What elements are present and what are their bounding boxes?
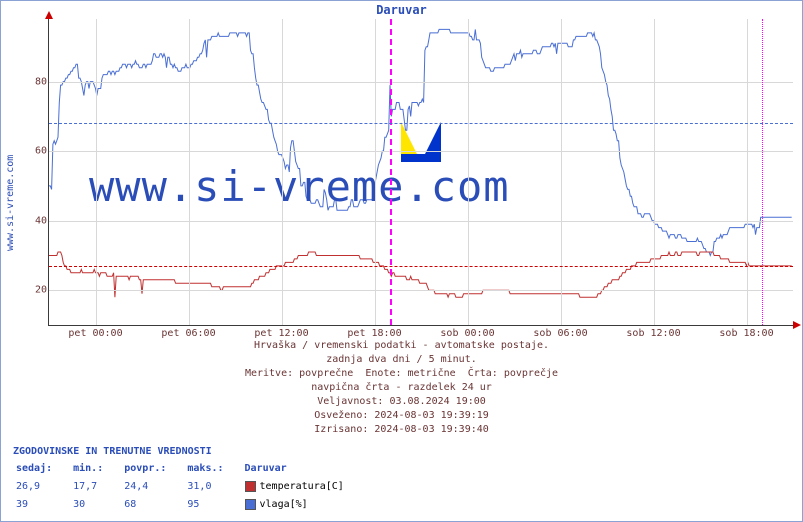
legend-temp: temperatura[C]: [244, 479, 362, 495]
legend-hum: vlaga[%]: [244, 497, 362, 513]
x-axis-arrow-icon: [793, 321, 801, 329]
col-min: min.:: [72, 461, 121, 477]
hum-legend-label: vlaga[%]: [260, 499, 308, 510]
ref-line-hum: [49, 123, 793, 124]
col-max: maks.:: [186, 461, 241, 477]
stats-block: ZGODOVINSKE IN TRENUTNE VREDNOSTI sedaj:…: [13, 445, 364, 515]
stats-table: sedaj: min.: povpr.: maks.: Daruvar 26,9…: [13, 459, 364, 515]
hum-min: 30: [72, 497, 121, 513]
divider-end: [762, 19, 763, 325]
y-axis-arrow-icon: [45, 11, 53, 19]
hum-swatch-icon: [245, 499, 256, 510]
y-tick: 40: [27, 215, 47, 226]
watermark-logo-icon: [401, 122, 441, 162]
x-tick: pet 06:00: [161, 328, 215, 339]
sidebar-source-label: www.si-vreme.com: [5, 155, 16, 251]
col-avg: povpr.:: [123, 461, 184, 477]
chart-caption: Hrvaška / vremenski podatki - avtomatske…: [1, 339, 802, 437]
chart-title: Daruvar: [1, 3, 802, 17]
temp-min: 17,7: [72, 479, 121, 495]
temp-swatch-icon: [245, 481, 256, 492]
temp-legend-label: temperatura[C]: [260, 481, 344, 492]
x-tick: pet 18:00: [347, 328, 401, 339]
col-now: sedaj:: [15, 461, 70, 477]
hum-max: 95: [186, 497, 241, 513]
y-tick: 20: [27, 285, 47, 296]
x-tick: sob 18:00: [719, 328, 773, 339]
hum-avg: 68: [123, 497, 184, 513]
temp-now: 26,9: [15, 479, 70, 495]
plot-area: www.si-vreme.com 20406080pet 00:00pet 06…: [48, 19, 793, 326]
x-tick: sob 06:00: [533, 328, 587, 339]
stats-header: ZGODOVINSKE IN TRENUTNE VREDNOSTI: [13, 445, 364, 459]
temp-max: 31,0: [186, 479, 241, 495]
x-tick: pet 00:00: [68, 328, 122, 339]
x-tick: sob 00:00: [440, 328, 494, 339]
hum-now: 39: [15, 497, 70, 513]
divider-24h: [390, 19, 392, 325]
x-tick: pet 12:00: [254, 328, 308, 339]
watermark-text: www.si-vreme.com: [89, 162, 510, 211]
temp-avg: 24,4: [123, 479, 184, 495]
y-tick: 80: [27, 76, 47, 87]
ref-line-temp: [49, 266, 793, 267]
col-station: Daruvar: [244, 461, 362, 477]
x-tick: sob 12:00: [626, 328, 680, 339]
y-tick: 60: [27, 146, 47, 157]
chart-frame: Daruvar www.si-vreme.com www.si-vreme.co…: [0, 0, 803, 522]
